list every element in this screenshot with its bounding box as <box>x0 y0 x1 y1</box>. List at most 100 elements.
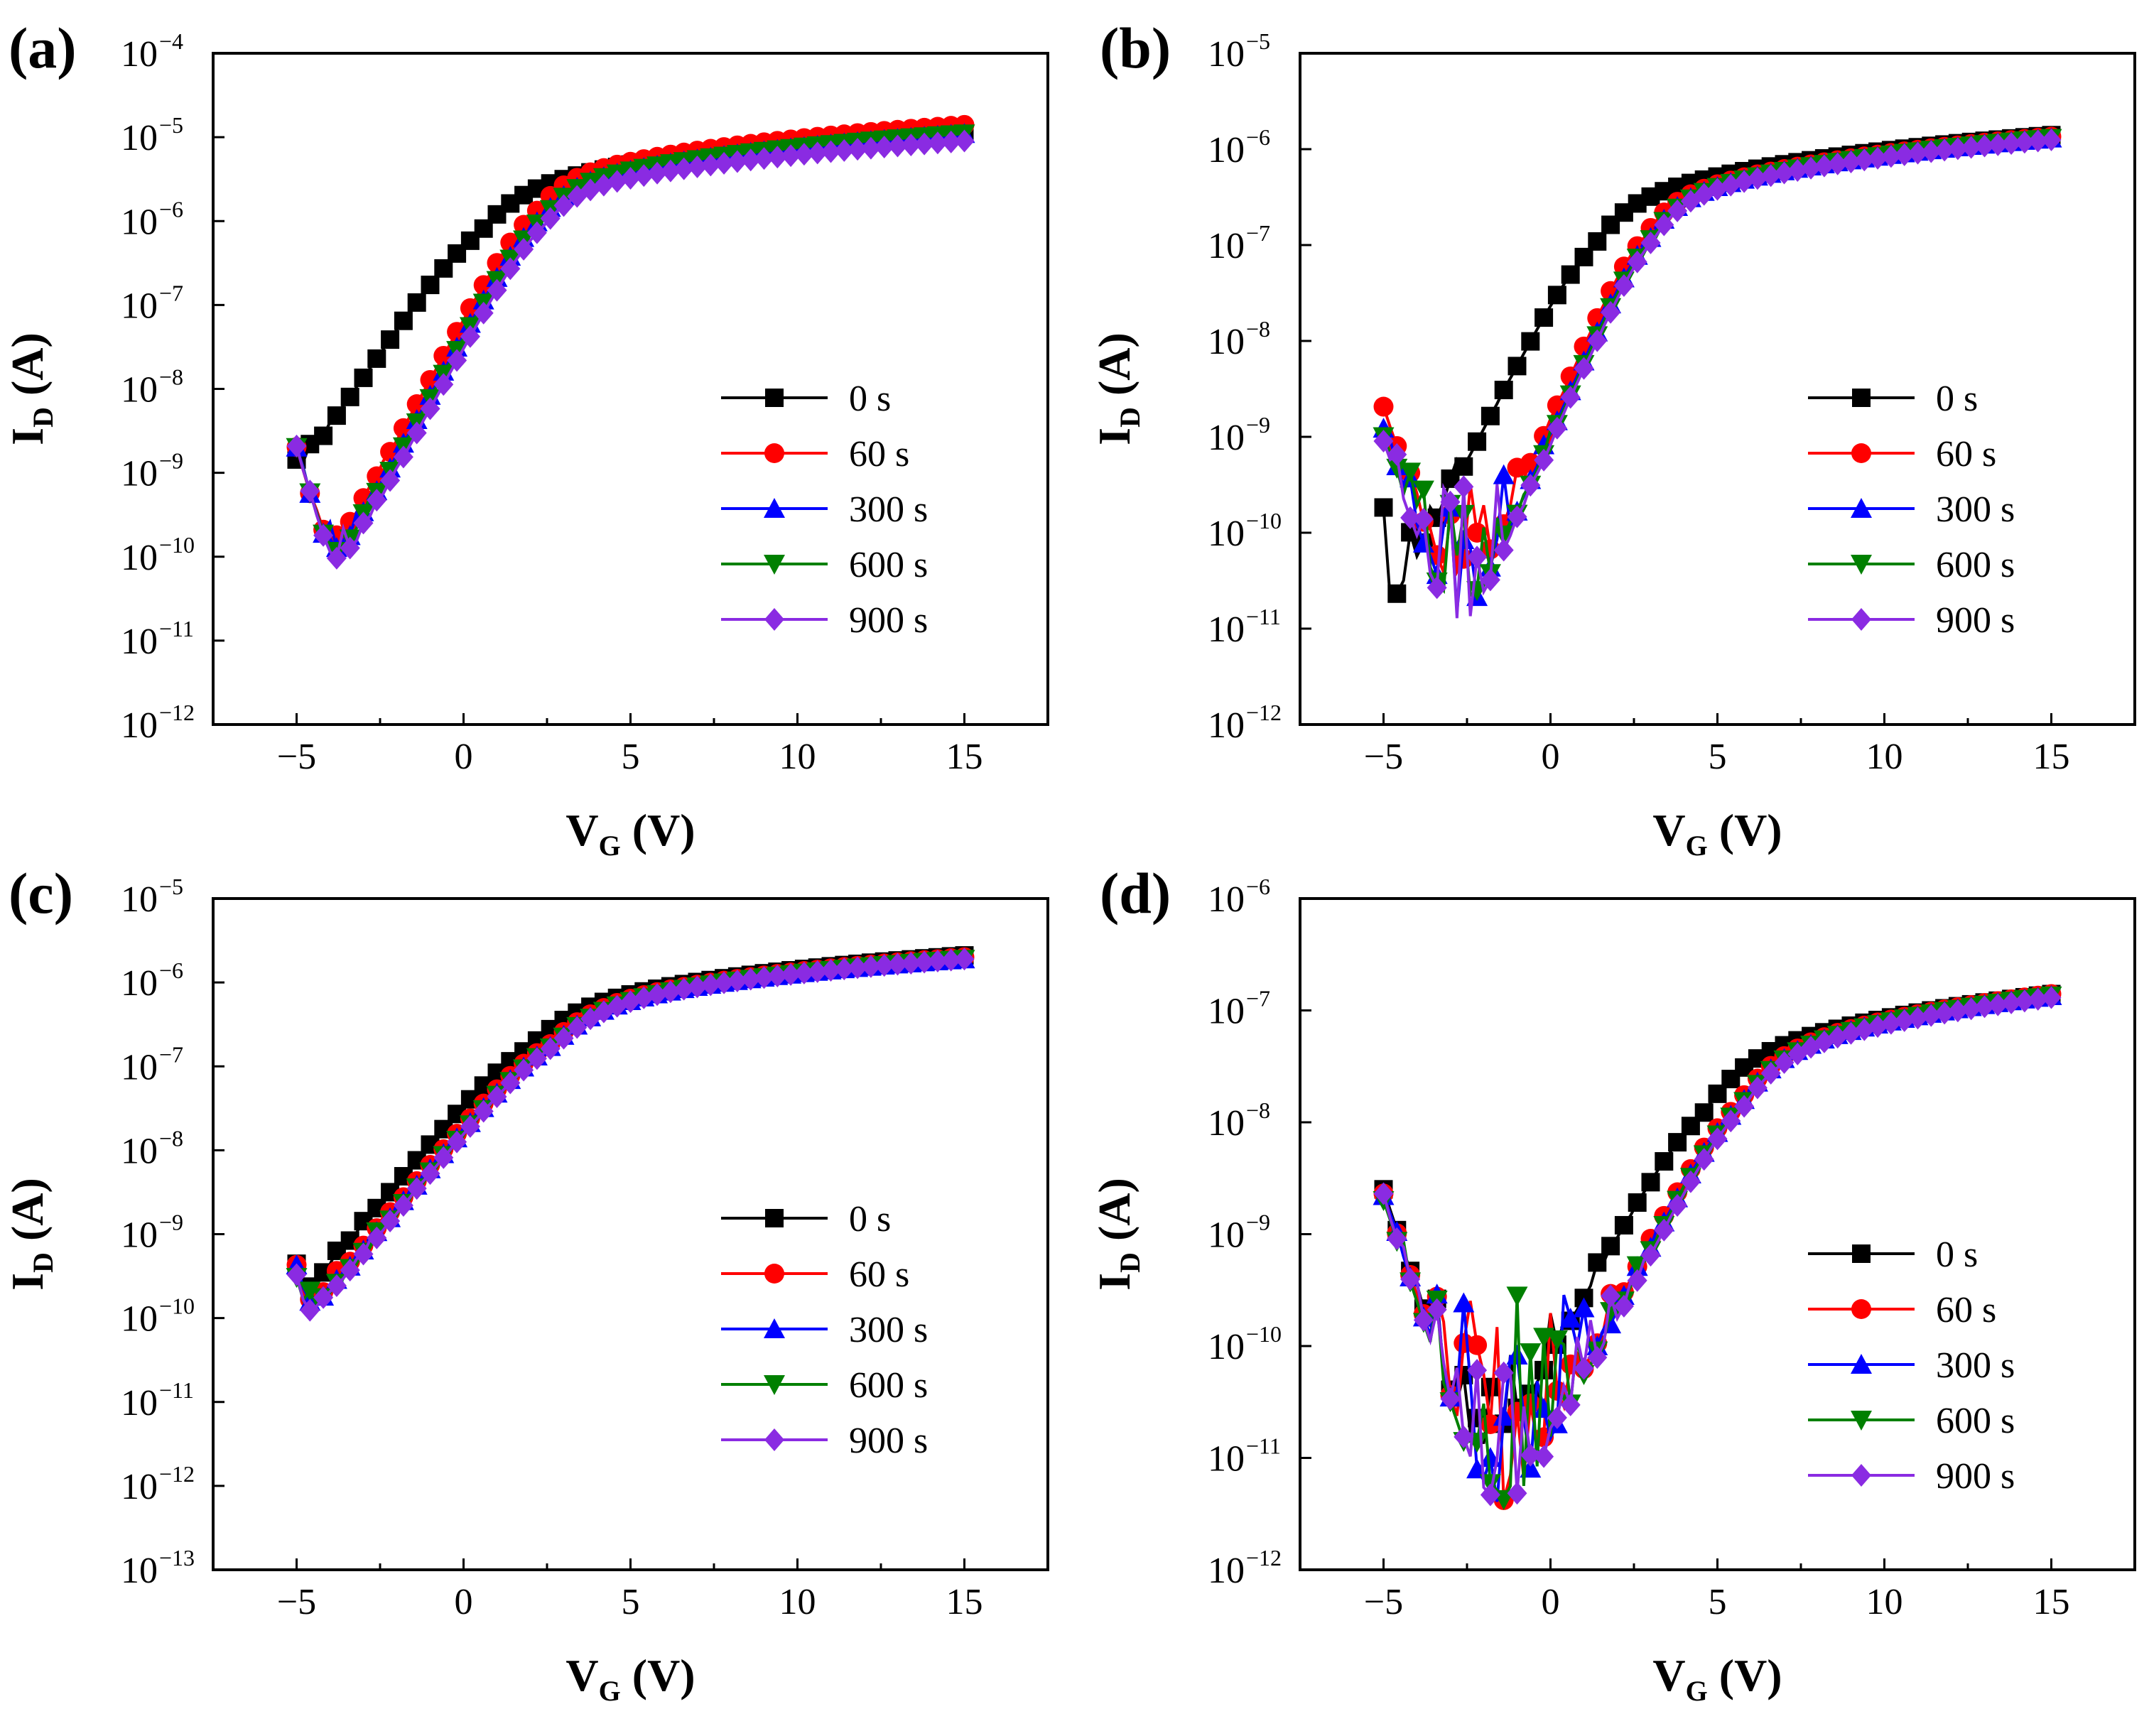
series-900s <box>1373 986 2062 1507</box>
data-point <box>1493 538 1514 562</box>
data-point <box>553 194 574 217</box>
y-tick-label: 10 <box>121 454 158 494</box>
data-point <box>1655 1152 1674 1171</box>
x-tick-label: 10 <box>1866 737 1903 777</box>
y-tick-exponent: −5 <box>159 112 183 138</box>
data-point <box>1520 1343 1542 1364</box>
y-tick-exponent: −8 <box>1246 316 1270 342</box>
data-point <box>1640 231 1661 254</box>
legend-marker <box>764 1375 785 1395</box>
data-point <box>1468 432 1487 451</box>
data-point <box>1520 474 1541 497</box>
data-point <box>1760 164 1781 188</box>
data-point <box>2014 131 2035 154</box>
data-point <box>340 536 360 560</box>
data-point <box>1601 300 1621 324</box>
x-tick-label: −5 <box>1364 1582 1403 1622</box>
data-point <box>714 971 735 994</box>
data-point <box>687 975 708 999</box>
y-tick-label: 10 <box>121 879 158 920</box>
data-point <box>634 164 654 188</box>
data-point <box>1667 199 1688 222</box>
y-tick-exponent: −6 <box>1246 124 1270 150</box>
series-900s <box>286 129 975 570</box>
y-tick-label: 10 <box>121 118 158 158</box>
data-point <box>1574 357 1594 380</box>
data-point <box>1440 1387 1461 1411</box>
data-point <box>914 950 935 974</box>
y-tick-label: 10 <box>121 34 158 75</box>
data-point <box>1601 1284 1621 1308</box>
data-point <box>1493 1406 1515 1426</box>
data-point <box>754 966 774 989</box>
data-point <box>447 349 467 372</box>
data-point <box>1974 134 1995 158</box>
y-tick-exponent: −11 <box>159 616 194 641</box>
data-point <box>1880 145 1901 168</box>
data-point <box>901 951 921 975</box>
y-tick-label: 10 <box>121 1467 158 1507</box>
y-tick-exponent: −9 <box>1246 1210 1270 1235</box>
data-point <box>526 1047 547 1070</box>
data-point <box>1574 1357 1594 1380</box>
y-tick-label: 10 <box>121 202 158 242</box>
data-point <box>1454 1425 1474 1448</box>
data-point <box>874 954 894 977</box>
data-point <box>1934 139 1955 162</box>
data-point <box>767 146 788 169</box>
data-point <box>1574 247 1593 266</box>
x-axis-title: VG (V) <box>1652 1650 1782 1707</box>
legend-marker <box>764 1318 785 1338</box>
x-tick-label: 5 <box>622 737 640 777</box>
data-point <box>353 1242 374 1266</box>
data-point <box>834 139 855 162</box>
data-point <box>1373 1182 1394 1205</box>
data-point <box>500 1071 521 1095</box>
data-point <box>2028 987 2048 1011</box>
data-point <box>1680 1170 1701 1193</box>
data-point <box>647 983 668 1007</box>
data-point <box>1894 143 1915 166</box>
legend-label: 0 s <box>1936 1235 1978 1275</box>
data-point <box>1654 1218 1674 1242</box>
legend-label: 60 s <box>1936 1290 1996 1330</box>
data-point <box>634 986 654 1009</box>
data-point <box>1453 504 1475 525</box>
data-point <box>1668 1133 1687 1152</box>
data-point <box>1707 1127 1728 1151</box>
panel-label: (a) <box>9 16 77 80</box>
data-point <box>1841 150 1861 173</box>
data-point <box>2001 991 2022 1014</box>
data-point <box>1747 167 1768 190</box>
data-point <box>740 148 761 172</box>
legend-marker <box>1851 1464 1871 1487</box>
y-tick-exponent: −11 <box>1246 1433 1281 1459</box>
y-tick-exponent: −12 <box>1246 1545 1282 1570</box>
data-point <box>647 161 668 185</box>
legend-label: 0 s <box>849 1199 891 1239</box>
data-point <box>340 1259 360 1282</box>
legend-marker <box>1851 555 1872 575</box>
y-axis-title: ID (A) <box>1089 1178 1146 1291</box>
data-point <box>393 445 413 469</box>
y-tick-exponent: −11 <box>1246 604 1281 629</box>
data-point <box>314 426 333 445</box>
data-point <box>2001 131 2022 155</box>
x-tick-label: −5 <box>277 737 316 777</box>
data-point <box>700 973 721 997</box>
data-point <box>1427 1298 1447 1321</box>
data-point <box>1467 1335 1488 1355</box>
legend-label: 900 s <box>849 600 928 641</box>
legend-label: 0 s <box>1936 379 1978 419</box>
legend: 0 s 60 s 300 s 600 s 900 s <box>1808 379 2015 641</box>
data-point <box>1947 999 1968 1023</box>
y-tick-label: 10 <box>121 1215 158 1256</box>
data-point <box>1400 506 1421 529</box>
x-tick-label: 10 <box>779 1582 816 1622</box>
data-point <box>1588 1253 1607 1272</box>
data-point <box>860 136 881 160</box>
data-point <box>393 1194 413 1217</box>
x-tick-label: 5 <box>622 1582 640 1622</box>
x-axis-title: VG (V) <box>565 1650 695 1707</box>
